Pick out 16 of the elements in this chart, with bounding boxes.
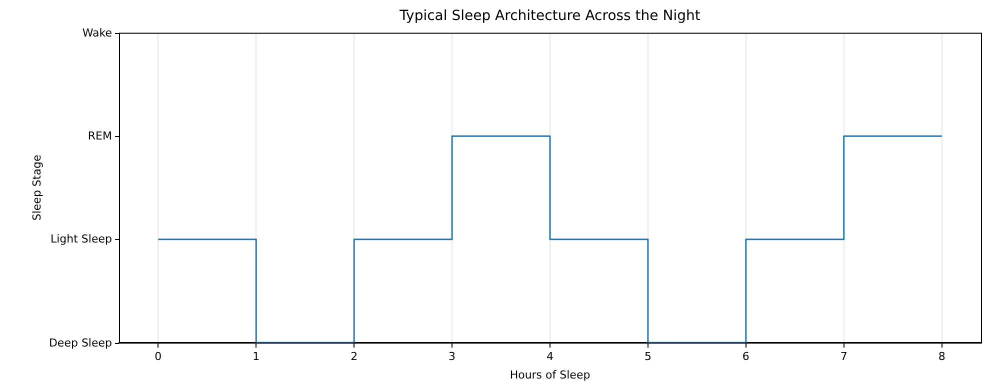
x-tick-label: 7 — [840, 350, 848, 364]
text: Light Sleep — [50, 232, 112, 246]
chart-title: Typical Sleep Architecture Across the Night — [398, 8, 701, 24]
x-tick-label: 8 — [938, 350, 946, 364]
x-tick-label: 6 — [742, 350, 750, 364]
text: REM — [88, 129, 112, 142]
x-tick-label: 2 — [350, 350, 358, 364]
x-tick-label: 1 — [252, 350, 260, 364]
text: Deep Sleep — [48, 336, 112, 350]
x-tick-label: 3 — [448, 350, 456, 364]
x-tick-label: 4 — [546, 350, 554, 364]
text: Sleep Stage — [30, 154, 44, 221]
x-axis-title: Hours of Sleep — [510, 368, 590, 382]
text: Wake — [82, 26, 112, 40]
x-tick-label: 5 — [644, 350, 652, 364]
x-tick-label: 0 — [154, 350, 162, 364]
